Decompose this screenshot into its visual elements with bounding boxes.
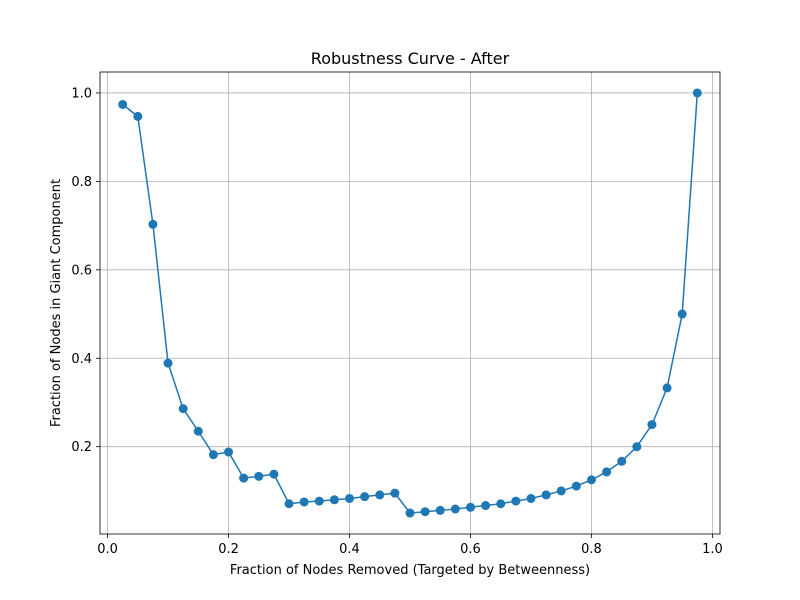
data-point (193, 426, 203, 436)
x-tick-label: 1.0 (702, 542, 723, 557)
data-point (541, 490, 551, 500)
y-tick-label: 1.0 (71, 86, 92, 101)
x-tick-label: 0.8 (581, 542, 602, 557)
data-point (178, 404, 188, 414)
data-point (602, 467, 612, 477)
data-point (148, 219, 158, 229)
data-point (239, 473, 249, 483)
x-tick-label: 0.2 (218, 542, 239, 557)
data-point (662, 383, 672, 393)
data-point (284, 499, 294, 509)
data-point (360, 492, 370, 502)
ticks: 0.0 0.2 0.4 0.6 0.8 1.0 0.2 0.4 0.6 0.8 1.0 (71, 86, 722, 557)
plot-area-frame (99, 71, 721, 535)
data-point (208, 450, 218, 460)
data-point (632, 442, 642, 452)
data-point (224, 447, 234, 457)
data-point (118, 99, 128, 109)
data-point (269, 469, 279, 479)
data-point (511, 496, 521, 506)
data-point (556, 486, 566, 496)
y-axis-label: Fraction of Nodes in Giant Component (49, 179, 64, 427)
grid (100, 72, 720, 534)
data-point (299, 497, 309, 507)
data-point (571, 481, 581, 491)
x-tick-label: 0.4 (339, 542, 360, 557)
x-tick-label: 0.0 (97, 542, 118, 557)
data-point (329, 495, 339, 505)
data-point (405, 508, 415, 518)
series-layer (118, 88, 702, 518)
data-point (390, 488, 400, 498)
x-tick-label: 0.6 (460, 542, 481, 557)
data-point (435, 505, 445, 515)
data-point (450, 504, 460, 514)
data-point (345, 493, 355, 503)
y-tick-label: 0.8 (71, 175, 92, 190)
data-point (481, 501, 491, 511)
data-point (465, 502, 475, 512)
data-point (677, 309, 687, 319)
data-point (617, 456, 627, 466)
y-tick-label: 0.2 (71, 440, 92, 455)
data-point (526, 493, 536, 503)
x-axis-label: Fraction of Nodes Removed (Targeted by B… (230, 563, 590, 578)
data-point (163, 358, 173, 368)
data-point (586, 475, 596, 485)
data-point (647, 420, 657, 430)
data-point (133, 111, 143, 121)
data-point (420, 507, 430, 517)
data-point (254, 471, 264, 481)
data-point (496, 499, 506, 509)
y-tick-label: 0.4 (71, 352, 92, 367)
data-point (314, 496, 324, 506)
data-point (692, 88, 702, 98)
y-tick-label: 0.6 (71, 263, 92, 278)
data-point (375, 490, 385, 500)
chart-title: Robustness Curve - After (311, 49, 510, 68)
